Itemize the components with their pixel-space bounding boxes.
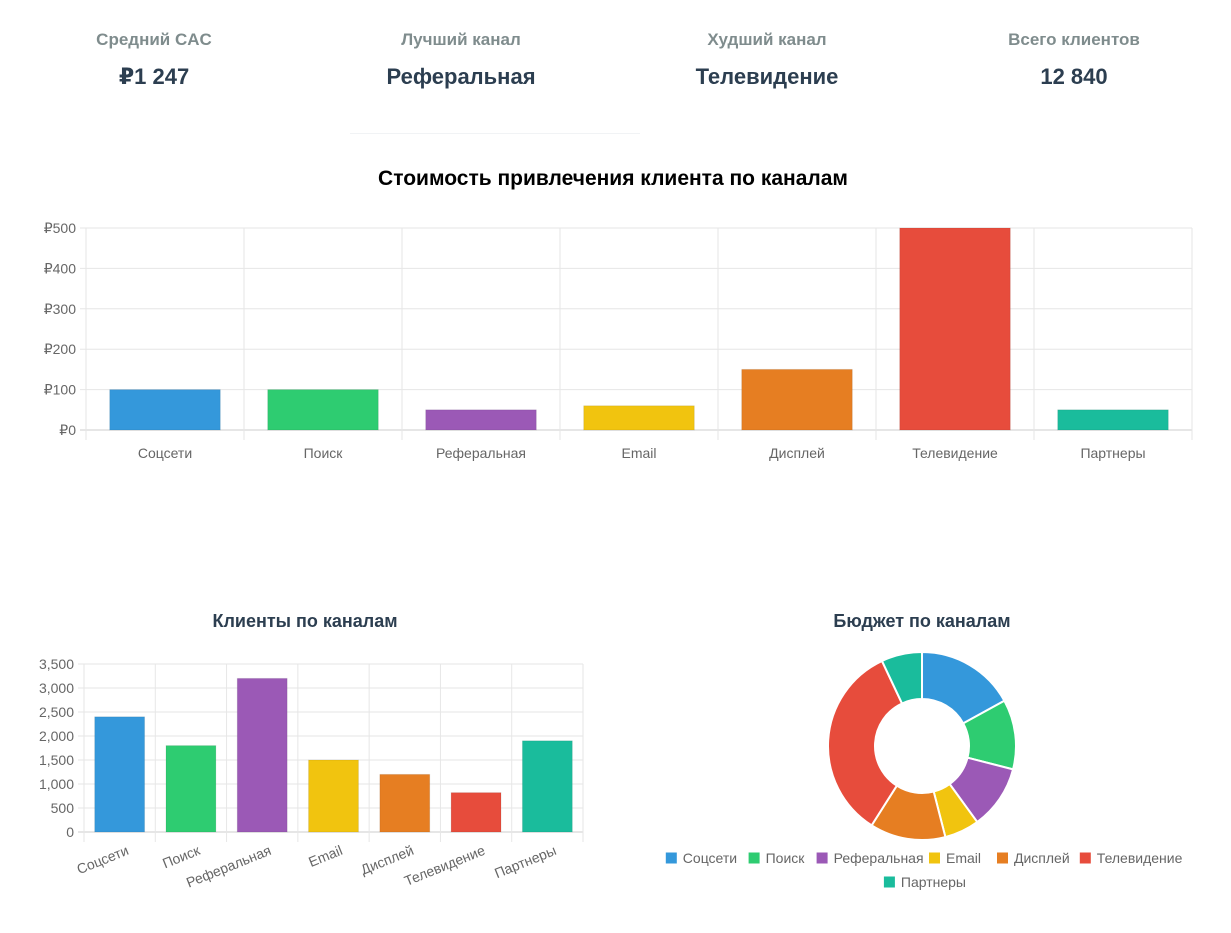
- kpi-label: Худший канал: [707, 30, 827, 49]
- legend-swatch-поиск: [748, 852, 760, 864]
- kpi-label: Лучший канал: [401, 30, 521, 49]
- legend-swatch-партнеры: [883, 876, 895, 888]
- slice-телевидение: [827, 659, 904, 827]
- kpi-best-channel: Лучший канал Реферальная: [311, 30, 611, 90]
- kpi-worst-channel: Худший канал Телевидение: [617, 30, 917, 90]
- kpi-label: Средний CAC: [96, 30, 212, 49]
- legend-swatch-email: [929, 852, 940, 864]
- kpi-total-clients: Всего клиентов 12 840: [924, 30, 1224, 90]
- legend-swatch-дисплей: [997, 852, 1008, 864]
- kpi-value: Телевидение: [695, 64, 839, 89]
- legend-swatch-соцсети: [665, 852, 677, 864]
- legend-swatch-телевидение: [1079, 852, 1091, 864]
- kpi-label: Всего клиентов: [1008, 30, 1140, 49]
- kpi-divider: [350, 133, 640, 134]
- legend-label: Телевидение: [1097, 850, 1183, 866]
- kpi-value: 12 840: [1040, 64, 1108, 89]
- kpi-value: ₽1 247: [118, 64, 190, 89]
- budget-chart-title: Бюджет по каналам: [833, 611, 1010, 631]
- kpi-value: Реферальная: [386, 64, 536, 89]
- kpi-avg-cac: Средний CAC ₽1 247: [4, 30, 304, 90]
- legend-label: Email: [946, 850, 981, 866]
- legend-swatch-реферальная: [816, 852, 828, 864]
- legend-label: Поиск: [766, 850, 806, 866]
- legend-label: Реферальная: [834, 850, 924, 866]
- slice-партнеры: [880, 650, 923, 705]
- legend-label: Соцсети: [683, 850, 737, 866]
- legend-label: Партнеры: [901, 874, 966, 890]
- legend-label: Дисплей: [1014, 850, 1070, 866]
